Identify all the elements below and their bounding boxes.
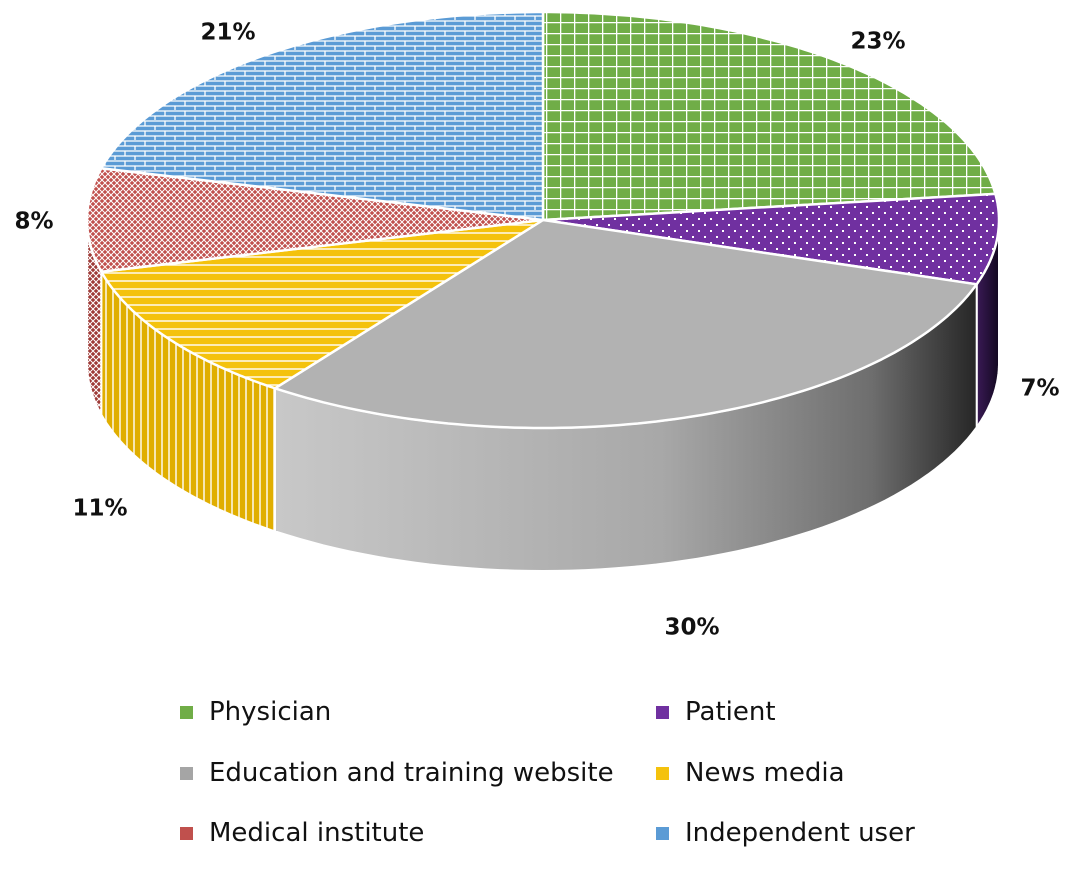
legend-label-news-media: News media [685, 758, 845, 788]
data-label-independent-user: 21% [200, 20, 255, 46]
legend-swatch-physician [180, 705, 193, 719]
data-label-patient: 7% [1020, 376, 1059, 402]
data-label-medical-institute: 8% [14, 209, 53, 235]
pie-slice-patient [541, 192, 1001, 286]
legend-swatch-education [180, 766, 193, 780]
legend-item-independent-user: Independent user [656, 818, 915, 848]
legend-label-independent-user: Independent user [685, 818, 915, 848]
legend: Physician Patient Education and training… [0, 680, 1084, 860]
pie-chart: 23% 7% 30% 11% 8% 21% [14, 10, 1060, 641]
legend-item-patient: Patient [656, 697, 776, 727]
legend-swatch-news-media [656, 766, 669, 780]
legend-swatch-independent-user [656, 826, 669, 840]
pie-slice-medical-institute [85, 167, 545, 273]
data-label-news-media: 11% [72, 496, 127, 522]
legend-item-physician: Physician [180, 697, 331, 727]
data-label-education-and-training-website: 30% [664, 615, 719, 641]
pie-slice-physician [541, 10, 997, 222]
legend-swatch-medical-institute [180, 826, 193, 840]
legend-label-medical-institute: Medical institute [209, 818, 425, 848]
legend-item-education: Education and training website [180, 758, 614, 788]
pie-slice-news-media [100, 218, 545, 390]
legend-label-patient: Patient [685, 697, 776, 727]
legend-item-medical-institute: Medical institute [180, 818, 424, 848]
legend-item-news-media: News media [656, 758, 845, 788]
data-label-physician: 23% [850, 29, 905, 55]
pie-slice-education-and-training-website [273, 218, 978, 430]
legend-swatch-patient [656, 705, 669, 719]
pie-slice-independent-user [100, 10, 545, 222]
legend-label-education: Education and training website [209, 758, 614, 788]
legend-label-physician: Physician [209, 697, 332, 727]
